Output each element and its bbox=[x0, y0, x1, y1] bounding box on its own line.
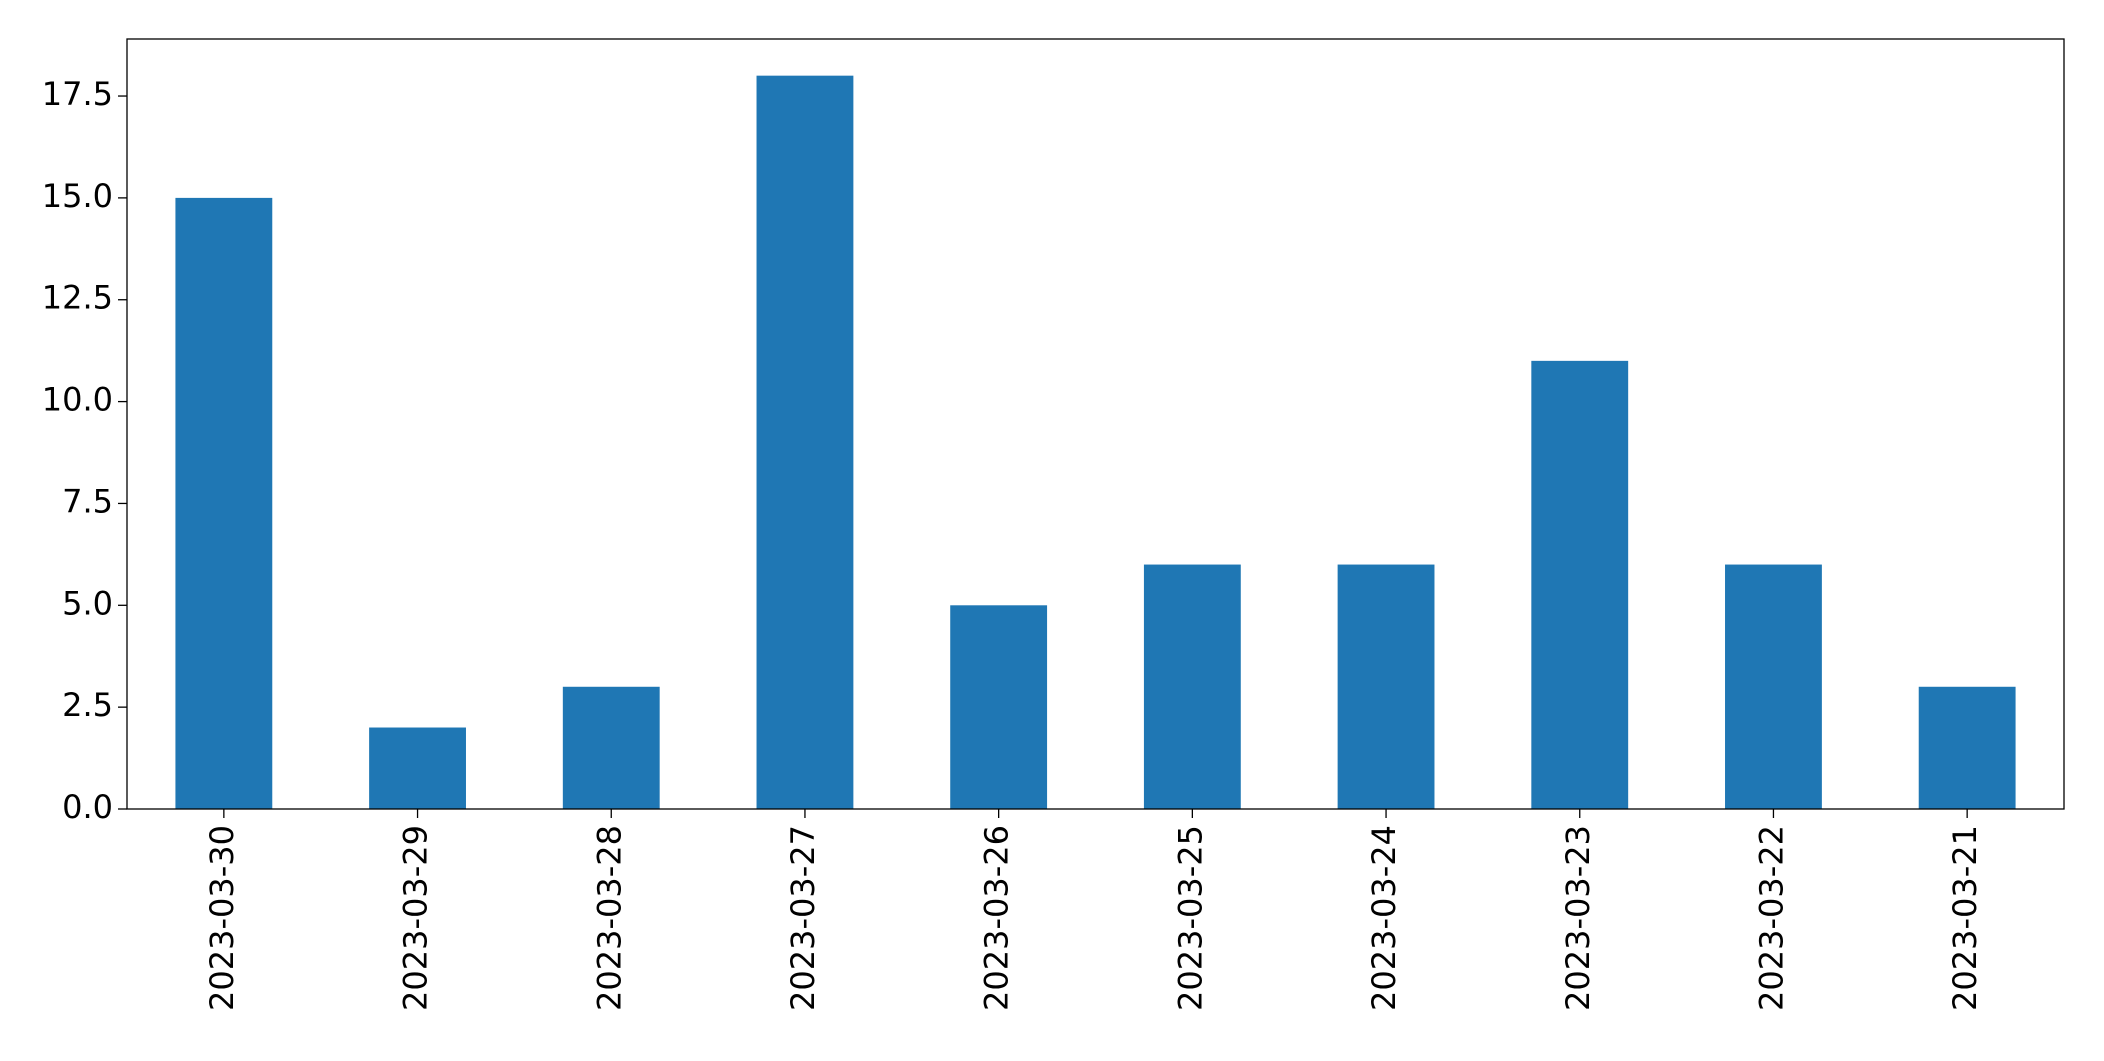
y-tick-label: 10.0 bbox=[42, 381, 113, 419]
bar bbox=[1725, 564, 1822, 809]
x-tick-label: 2023-03-30 bbox=[203, 825, 241, 1011]
bar bbox=[1918, 686, 2016, 809]
x-tick-label: 2023-03-22 bbox=[1752, 825, 1790, 1011]
plot-frame bbox=[126, 38, 2065, 810]
x-tick-label: 2023-03-23 bbox=[1559, 825, 1597, 1011]
y-tick-label: 7.5 bbox=[62, 482, 113, 520]
bar bbox=[950, 605, 1048, 809]
x-tick-label: 2023-03-24 bbox=[1365, 825, 1403, 1011]
bar bbox=[756, 75, 854, 809]
x-tick-label: 2023-03-28 bbox=[590, 825, 628, 1011]
y-tick-label: 12.5 bbox=[42, 279, 113, 317]
bar bbox=[1531, 360, 1629, 809]
y-tick-label: 0.0 bbox=[62, 788, 113, 826]
bar bbox=[175, 197, 273, 809]
bar bbox=[369, 727, 466, 809]
y-tick-label: 2.5 bbox=[62, 686, 113, 724]
y-tick-label: 17.5 bbox=[42, 75, 113, 113]
x-tick-label: 2023-03-25 bbox=[1171, 825, 1209, 1011]
y-tick-label: 15.0 bbox=[42, 177, 113, 215]
bar bbox=[1337, 564, 1435, 809]
bar bbox=[562, 686, 660, 809]
x-tick-label: 2023-03-27 bbox=[784, 825, 822, 1011]
y-tick-label: 5.0 bbox=[62, 584, 113, 622]
x-tick-label: 2023-03-21 bbox=[1946, 825, 1984, 1011]
x-tick-label: 2023-03-29 bbox=[397, 825, 435, 1011]
x-tick-label: 2023-03-26 bbox=[978, 825, 1016, 1011]
bar bbox=[1143, 564, 1241, 809]
